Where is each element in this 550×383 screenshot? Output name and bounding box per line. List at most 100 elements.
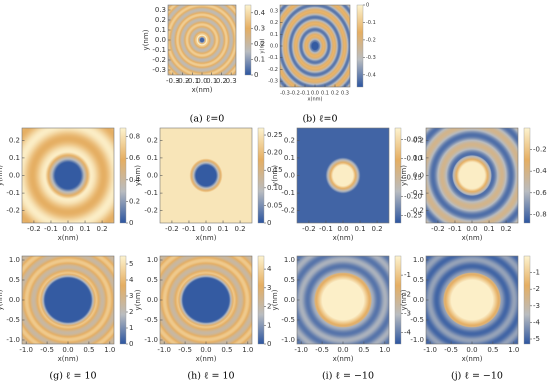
y-tick-label: 0.0 [147,172,158,180]
y-tick-label: 1.0 [147,256,158,264]
x-tick-label: 0.2 [372,225,383,233]
y-tick-label: 0.2 [284,136,295,144]
y-tick-label: 1.0 [284,256,295,264]
panel: -0.2 -0.1 0.0 0.1 0.2-0.2-0.10.00.10.2x(nm)y… [271,127,422,272]
heatmap [160,256,252,344]
colorbar [394,127,402,224]
x-tick-label: -0.1 [300,91,310,97]
panel: -1.0 -0.5 0.0 0.5 1.0 -1.0 -0.5 0.0 0.5 1.0 x(nm) y… [271,255,412,382]
x-axis-label: x(nm) [196,355,217,363]
heatmap [22,128,114,223]
colorbar [119,127,127,224]
x-tick-label: 0.1 [217,225,228,233]
heatmap [22,256,114,344]
y-axis-label: y(nm) [260,39,266,54]
x-tick-label: -0.1 [182,225,196,233]
x-tick-label: 0.0 [337,225,348,233]
y-axis-label: y(nm) [134,289,142,310]
colorbar-tick-label: -0.05 [404,135,422,143]
x-tick-label: 1.0 [508,346,519,354]
heatmap [426,128,518,223]
x-tick-label: -0.1 [319,225,333,233]
colorbar-tick-label: -0.4 [533,167,547,175]
heatmap [160,128,252,223]
y-tick-label: 0.0 [9,296,20,304]
x-tick-label: -0.1 [185,77,199,85]
colorbar [119,255,127,345]
colorbar-tick-label: 0 [129,340,133,348]
y-tick-label: -0.1 [268,55,278,61]
colorbar-tick-label: 5 [129,260,133,268]
y-tick-label: 0.5 [9,276,20,284]
colorbar-tick-label: -0.2 [366,37,376,43]
y-tick-label: 0.2 [270,20,278,26]
colorbar-tick-label: 0 [366,3,369,9]
y-tick-label: -0.1 [410,189,424,197]
y-axis-label: y(nm) [142,29,150,50]
y-tick-label: 0.0 [284,296,295,304]
x-tick-label: 0.3 [341,91,349,97]
colorbar [257,255,265,345]
x-tick-label: 0.0 [466,225,477,233]
x-tick-label: -1.0 [423,346,437,354]
colorbar-tick-label: 0.3 [254,24,265,32]
y-tick-label: -0.1 [152,46,166,54]
colorbar-tick-label: -0.4 [366,72,376,78]
colorbar-tick-label: -3 [404,309,411,317]
x-tick-label: 0.2 [501,225,512,233]
colorbar-tick-label: 0.8 [129,133,140,141]
panel: -0.2 -0.1 0.0 0.1 0.2-0.2-0.10.00.10.2x(nm)y… [134,127,283,272]
colorbar-tick-label: -0.6 [533,189,547,197]
caption: (g) ℓ = 10 [49,371,96,382]
caption: (a) ℓ=0 [190,114,225,125]
colorbar-tick-label: 4 [129,276,134,284]
y-tick-label: -0.5 [281,316,295,324]
x-tick-label: 0.5 [83,346,94,354]
y-tick-label: 0.1 [147,154,158,162]
y-tick-label: -1.0 [6,336,20,344]
colorbar [356,4,364,88]
x-tick-label: 0.0 [337,346,348,354]
colorbar-tick-label: -0.15 [404,173,422,181]
x-tick-label: 0.0 [200,346,211,354]
y-tick-label: 0.0 [9,172,20,180]
y-tick-label: -0.2 [281,207,295,215]
x-tick-label: 0.0 [62,346,73,354]
colorbar-tick-label: 0.20 [267,149,283,157]
y-tick-label: 0.2 [147,136,158,144]
panel: -0.3-0.2-0.10.00.10.20.3-0.3-0.2-0.10.00… [142,4,266,125]
y-tick-label: 0.5 [413,276,424,284]
x-tick-label: 0.0 [200,225,211,233]
x-tick-label: 1.0 [104,346,115,354]
colorbar-tick-label: 0.2 [254,40,265,48]
y-tick-label: 0.3 [155,6,166,14]
caption: (j) ℓ = −10 [451,371,503,382]
colorbar-tick-label: 2 [129,308,133,316]
y-tick-label: -0.1 [6,189,20,197]
panel: -0.2 -0.1 0.0 0.1 0.2-0.2-0.10.00.10.2x(nm)y… [0,127,141,272]
y-tick-label: -0.2 [410,207,424,215]
x-tick-label: -0.2 [290,91,300,97]
colorbar-tick-label: -0.2 [533,146,547,154]
x-tick-label: -0.2 [27,225,41,233]
x-tick-label: -0.2 [165,225,179,233]
heatmap [297,256,389,344]
y-tick-label: 0.0 [155,36,166,44]
x-axis-label: x(nm) [333,234,354,242]
colorbar-tick-label: 0.05 [267,201,283,209]
y-tick-label: -0.3 [152,66,166,74]
colorbar-tick-label: 0.4 [254,9,266,17]
y-tick-label: 0.3 [270,8,278,14]
y-tick-label: 0.0 [284,172,295,180]
colorbar [394,255,402,345]
y-tick-label: 0.1 [284,154,295,162]
colorbar-tick-label: 0.25 [267,131,283,139]
x-tick-label: 0.1 [79,225,90,233]
colorbar-tick-label: -0.3 [366,55,376,61]
x-tick-label: -0.1 [44,225,58,233]
y-tick-label: -0.2 [152,56,166,64]
colorbar [257,127,265,224]
y-axis-label: y(nm) [0,289,4,310]
